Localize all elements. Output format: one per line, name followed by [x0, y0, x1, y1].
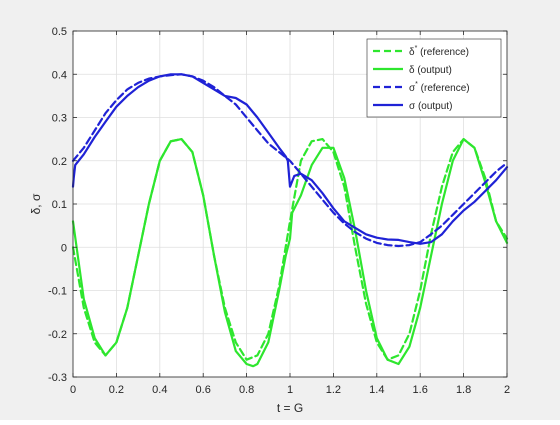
x-tick-label: 1: [287, 384, 293, 396]
x-tick-label: 0.8: [239, 384, 254, 396]
legend-label: δ (output): [409, 65, 452, 76]
x-axis-label: t = G: [277, 401, 303, 415]
y-tick-label: -0.1: [48, 286, 67, 298]
y-tick-label: 0.4: [52, 69, 67, 81]
y-tick-label: 0: [61, 242, 67, 254]
x-tick-label: 0.4: [152, 384, 167, 396]
x-tick-label: 0.2: [109, 384, 124, 396]
y-tick-label: -0.3: [48, 372, 67, 384]
y-tick-label: -0.2: [48, 329, 67, 341]
series-line-1: [71, 138, 509, 368]
x-tick-label: 1.4: [369, 384, 384, 396]
x-tick-label: 0: [70, 384, 76, 396]
legend-label: σ* (reference): [409, 81, 470, 94]
series-layer: [71, 73, 509, 368]
series-line-3: [71, 73, 509, 245]
legend-label: σ (output): [409, 101, 452, 112]
legend-label: δ* (reference): [409, 45, 469, 58]
y-tick-label: 0.2: [52, 156, 67, 168]
y-tick-label: 0.3: [52, 113, 67, 125]
ticks: 0 0.2 0.4 0.6 0.8 1 1.2 1.4 1.6 1.8 2 -0.3 -0.2 -0.1 0…: [48, 26, 510, 396]
x-tick-label: 1.8: [456, 384, 471, 396]
x-tick-label: 0.6: [196, 384, 211, 396]
x-tick-label: 2: [504, 384, 510, 396]
y-axis-label: δ, σ: [29, 193, 43, 214]
x-tick-label: 1.6: [413, 384, 428, 396]
y-tick-label: 0.5: [52, 26, 67, 38]
y-tick-label: 0.1: [52, 199, 67, 211]
legend: δ* (reference) δ (output) σ* (reference) σ …: [366, 38, 502, 118]
x-tick-label: 1.2: [326, 384, 341, 396]
series-line-2: [71, 73, 509, 248]
